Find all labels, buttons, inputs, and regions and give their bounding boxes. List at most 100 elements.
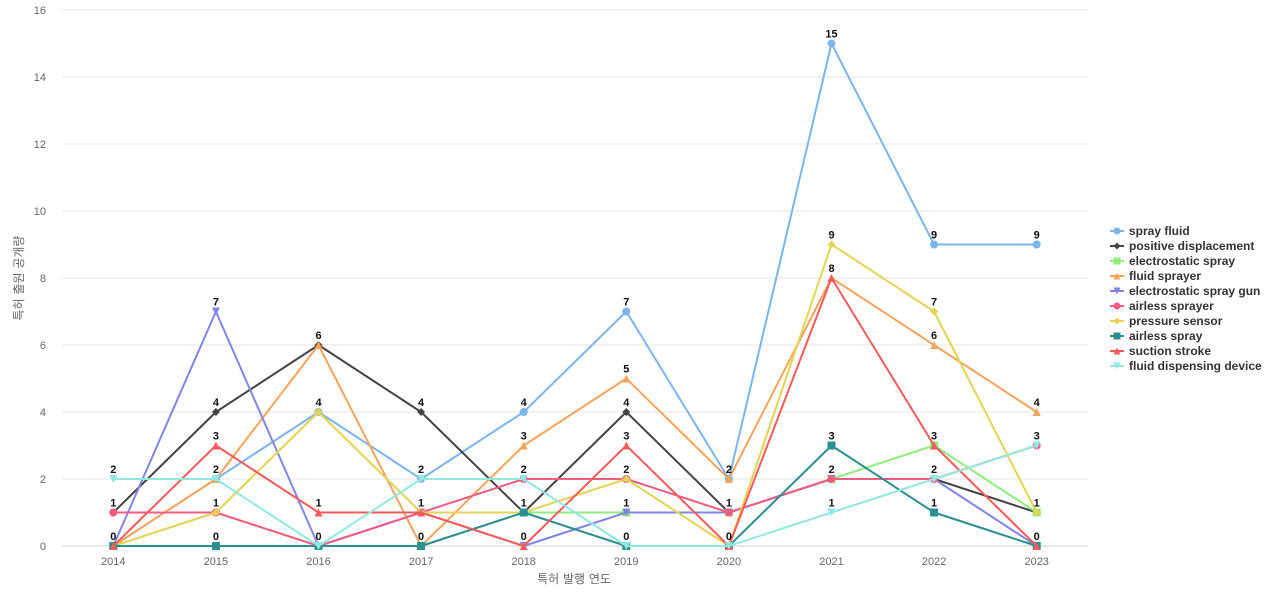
data-label: 4 [1034, 397, 1041, 409]
series-line [112, 42, 1037, 547]
data-point [314, 508, 323, 517]
data-point [930, 441, 939, 450]
series-line [112, 310, 1038, 547]
data-point [211, 475, 220, 483]
series-line [112, 344, 1038, 514]
x-tick-label: 2021 [819, 556, 843, 568]
data-label: 1 [521, 498, 527, 510]
data-label: 2 [726, 464, 732, 476]
data-point [417, 408, 426, 416]
y-tick-label: 14 [34, 72, 46, 84]
series-group [109, 39, 1041, 550]
data-label: 6 [315, 330, 321, 342]
y-tick-label: 10 [34, 206, 46, 218]
legend-label: positive displacement [1129, 239, 1254, 253]
series-line [112, 277, 1038, 547]
data-point [109, 508, 118, 517]
data-point [1032, 508, 1041, 517]
data-point [827, 240, 836, 249]
data-label: 1 [315, 498, 321, 510]
data-point [622, 508, 631, 517]
data-label: 0 [726, 531, 732, 543]
data-label: 0 [315, 531, 321, 543]
data-point [827, 39, 836, 48]
data-point [519, 408, 528, 416]
data-point [1113, 347, 1121, 355]
legend-label: spray fluid [1129, 224, 1190, 238]
data-label: 1 [110, 498, 116, 510]
legend-item: airless sprayer [1110, 299, 1214, 313]
data-label: 8 [828, 263, 834, 275]
data-point [211, 408, 220, 416]
data-label: 2 [828, 464, 834, 476]
data-point [519, 475, 528, 483]
data-point [930, 240, 939, 249]
data-point [827, 475, 836, 483]
data-label: 2 [623, 464, 629, 476]
data-point [622, 408, 631, 416]
data-point [1113, 227, 1121, 235]
data-label: 5 [623, 364, 629, 376]
data-label: 0 [110, 531, 116, 543]
x-tick-label: 2015 [204, 556, 228, 568]
legend-item: fluid dispensing device [1110, 359, 1262, 373]
data-point [211, 508, 220, 517]
data-point [622, 374, 631, 383]
data-label: 9 [1034, 230, 1040, 242]
data-label: 0 [1034, 531, 1040, 543]
legend-item: spray fluid [1110, 224, 1190, 238]
data-label: 1 [828, 498, 834, 510]
data-point [1113, 302, 1121, 310]
legend-item: airless spray [1110, 329, 1203, 343]
data-label: 3 [623, 431, 629, 443]
legend-label: airless spray [1129, 329, 1203, 343]
data-label: 0 [623, 531, 629, 543]
x-tick-label: 2018 [511, 556, 535, 568]
data-point [211, 307, 220, 316]
x-tick-label: 2020 [717, 556, 741, 568]
data-point [519, 441, 528, 450]
y-tick-label: 6 [40, 340, 46, 352]
data-label: 0 [521, 531, 527, 543]
x-tick-label: 2014 [101, 556, 125, 568]
x-tick-label: 2017 [409, 556, 433, 568]
legend-item: electrostatic spray [1110, 254, 1235, 268]
data-point [1032, 408, 1041, 416]
data-point [1113, 242, 1121, 250]
legend-label: electrostatic spray gun [1129, 284, 1260, 298]
legend-item: pressure sensor [1110, 314, 1223, 328]
data-point [1113, 332, 1121, 340]
data-point [930, 307, 939, 316]
data-point [724, 542, 733, 550]
legend-label: airless sprayer [1129, 299, 1214, 313]
legend-label: electrostatic spray [1129, 254, 1235, 268]
data-point [417, 508, 426, 517]
data-label: 3 [521, 431, 527, 443]
data-label: 0 [418, 531, 424, 543]
data-label: 7 [213, 297, 219, 309]
data-point [211, 441, 220, 450]
data-label: 1 [213, 498, 219, 510]
data-point [724, 475, 733, 483]
data-label: 1 [623, 498, 629, 510]
data-point [519, 542, 528, 550]
data-point [1113, 287, 1121, 295]
data-label: 9 [828, 230, 834, 242]
series-group [109, 441, 1041, 550]
data-point [930, 475, 939, 483]
series-lines [109, 39, 1041, 550]
legend-item: suction stroke [1110, 344, 1211, 358]
data-point [827, 508, 836, 517]
data-point [930, 508, 939, 517]
data-label: 4 [213, 397, 220, 409]
data-label: 6 [931, 330, 937, 342]
data-point [417, 475, 426, 483]
data-point [827, 274, 836, 282]
data-label: 2 [418, 464, 424, 476]
grid-lines [62, 9, 1088, 547]
data-label: 3 [828, 431, 834, 443]
data-point [109, 475, 118, 483]
series-line [113, 444, 1038, 547]
